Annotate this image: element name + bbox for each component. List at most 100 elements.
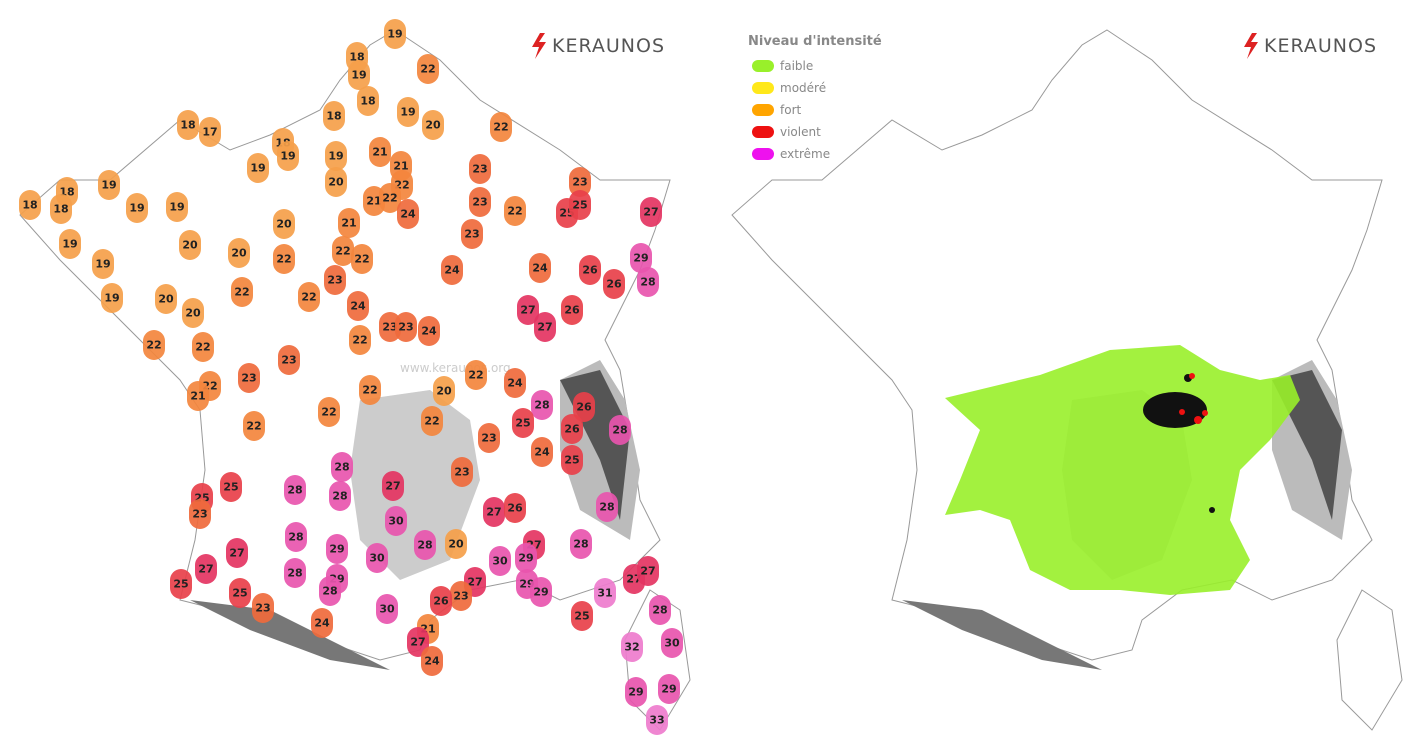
legend-swatch xyxy=(752,104,774,116)
bubble-shape xyxy=(490,112,512,142)
bubble-label: 19 xyxy=(400,106,415,119)
bubble-shape xyxy=(325,141,347,171)
temperature-bubble: 23 xyxy=(238,363,260,393)
bubble-shape xyxy=(192,332,214,362)
legend: Niveau d'intensité faible modéré fort viole… xyxy=(748,34,882,161)
bubble-label: 27 xyxy=(410,636,425,649)
bubble-label: 20 xyxy=(158,293,174,306)
bubble-shape xyxy=(189,499,211,529)
bubble-label: 25 xyxy=(223,481,238,494)
temperature-bubble: 17 xyxy=(199,117,221,147)
temperature-bubble: 25 xyxy=(571,601,593,631)
bubble-shape xyxy=(504,196,526,226)
bubble-label: 24 xyxy=(350,300,366,313)
temperature-bubble: 30 xyxy=(376,594,398,624)
bubble-label: 27 xyxy=(229,547,244,560)
bubble-label: 20 xyxy=(182,239,198,252)
temperature-bubble: 27 xyxy=(517,295,539,325)
temperature-bubble: 26 xyxy=(430,586,452,616)
bubble-shape xyxy=(170,569,192,599)
temperature-bubble: 29 xyxy=(625,677,647,707)
temperature-bubble: 22 xyxy=(465,360,487,390)
temperature-bubble: 26 xyxy=(561,295,583,325)
bubble-shape xyxy=(369,137,391,167)
bubble-shape xyxy=(332,236,354,266)
bubble-shape xyxy=(331,452,353,482)
temperature-bubble: 22 xyxy=(143,330,165,360)
temperature-bubble: 27 xyxy=(534,312,556,342)
bubble-shape xyxy=(531,390,553,420)
temperature-bubble: 29 xyxy=(530,577,552,607)
bubble-shape xyxy=(561,295,583,325)
temperature-bubble: 28 xyxy=(649,595,671,625)
bubble-label: 26 xyxy=(576,401,592,414)
bubble-label: 31 xyxy=(597,587,612,600)
temperature-bubble: 19 xyxy=(325,141,347,171)
bubble-label: 27 xyxy=(467,576,482,589)
bubble-shape xyxy=(357,86,379,116)
bubble-shape xyxy=(658,674,680,704)
bubble-shape xyxy=(98,170,120,200)
bubble-shape xyxy=(376,594,398,624)
temperature-bubble: 31 xyxy=(594,578,616,608)
bubble-label: 23 xyxy=(481,432,496,445)
temperature-bubble: 19 xyxy=(277,141,299,171)
temperature-bubble: 30 xyxy=(385,506,407,536)
bubble-label: 26 xyxy=(582,264,598,277)
bubble-label: 23 xyxy=(454,466,469,479)
bubble-shape xyxy=(166,192,188,222)
temperature-bubble: 22 xyxy=(504,196,526,226)
temperature-bubble: 22 xyxy=(351,244,373,274)
bubble-label: 29 xyxy=(533,586,548,599)
bubble-label: 23 xyxy=(255,602,270,615)
temperature-bubble: 28 xyxy=(319,576,341,606)
legend-swatch xyxy=(752,126,774,138)
temperature-bubble: 30 xyxy=(489,546,511,576)
logo: KERAUNOS xyxy=(1244,33,1376,59)
bubble-label: 22 xyxy=(335,245,350,258)
bubble-label: 28 xyxy=(612,424,627,437)
bubble-label: 22 xyxy=(301,291,316,304)
bubble-shape xyxy=(489,546,511,576)
temperature-bubble: 24 xyxy=(347,291,369,321)
temperature-bubble: 19 xyxy=(59,229,81,259)
bubble-shape xyxy=(220,472,242,502)
bubble-label: 18 xyxy=(53,203,68,216)
bubble-label: 26 xyxy=(564,423,580,436)
bubble-shape xyxy=(422,110,444,140)
bubble-label: 22 xyxy=(493,121,508,134)
bubble-label: 28 xyxy=(652,604,667,617)
bubble-label: 23 xyxy=(192,508,207,521)
bubble-shape xyxy=(573,392,595,422)
bubble-shape xyxy=(101,283,123,313)
temperature-bubble: 20 xyxy=(325,167,347,197)
bubble-shape xyxy=(469,154,491,184)
bubble-shape xyxy=(231,277,253,307)
temperature-bubble: 19 xyxy=(166,192,188,222)
bubble-label: 27 xyxy=(537,321,552,334)
bubble-label: 21 xyxy=(393,160,408,173)
temperature-bubble: 22 xyxy=(243,411,265,441)
bubble-label: 23 xyxy=(327,274,342,287)
bubble-shape xyxy=(561,414,583,444)
temperature-bubble: 20 xyxy=(445,529,467,559)
temperature-bubble: 23 xyxy=(324,265,346,295)
bubble-label: 29 xyxy=(633,252,648,265)
temperature-bubble: 21 xyxy=(369,137,391,167)
bubble-shape xyxy=(384,19,406,49)
temperature-bubble: 26 xyxy=(504,493,526,523)
strikes-red xyxy=(1179,373,1208,424)
bubble-shape xyxy=(621,632,643,662)
temperature-bubble: 19 xyxy=(397,97,419,127)
bubble-shape xyxy=(199,117,221,147)
bubble-shape xyxy=(661,628,683,658)
temperature-bubble: 23 xyxy=(379,312,401,342)
bubble-label: 19 xyxy=(104,292,119,305)
bubble-label: 24 xyxy=(532,262,548,275)
bubble-label: 29 xyxy=(329,543,344,556)
bubble-label: 18 xyxy=(180,119,195,132)
bubble-shape xyxy=(226,538,248,568)
bubble-label: 25 xyxy=(515,417,530,430)
temperature-bubble: 28 xyxy=(414,530,436,560)
bubble-label: 24 xyxy=(507,377,523,390)
